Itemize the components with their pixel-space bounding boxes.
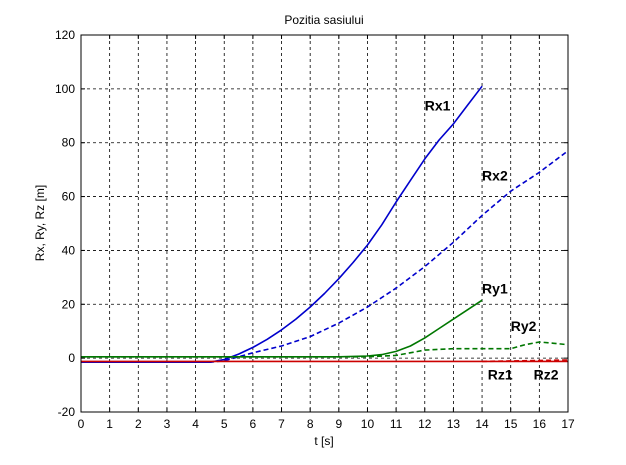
x-tick-label: 1 (106, 417, 113, 431)
x-tick-label: 6 (250, 417, 257, 431)
x-tick-label: 4 (192, 417, 199, 431)
annotation-rz1: Rz1 (488, 367, 513, 383)
x-tick-label: 10 (361, 417, 375, 431)
y-axis-label: Rx, Ry, Rz [m] (33, 185, 47, 261)
annotation-ry2: Ry2 (511, 318, 537, 334)
y-tick-label: 60 (62, 190, 76, 204)
series-layer (81, 85, 569, 364)
y-tick-label: 40 (62, 243, 76, 257)
series-ry2 (81, 341, 569, 358)
x-tick-label: 8 (307, 417, 314, 431)
x-tick-label: 14 (475, 417, 489, 431)
y-tick-label: -20 (58, 405, 76, 419)
x-tick-label: 2 (135, 417, 142, 431)
x-tick-label: 5 (221, 417, 228, 431)
x-tick-label: 16 (533, 417, 547, 431)
y-tick-label: 100 (55, 82, 75, 96)
x-tick-label: 0 (78, 417, 85, 431)
x-tick-label: 11 (390, 417, 403, 431)
annotation-rx2: Rx2 (482, 167, 508, 183)
y-tick-label: 20 (62, 297, 76, 311)
x-tick-label: 7 (278, 417, 285, 431)
series-rz2 (482, 359, 569, 363)
x-tick-label: 13 (447, 417, 461, 431)
x-tick-label: 17 (561, 417, 575, 431)
annotation-ry1: Ry1 (482, 281, 508, 297)
y-tick-label: 120 (55, 28, 75, 42)
x-tick-label: 15 (504, 417, 518, 431)
x-axis-label: t [s] (314, 434, 333, 448)
series-rx2 (81, 150, 569, 364)
y-tick-label: 80 (62, 136, 76, 150)
grid (81, 35, 568, 412)
x-tick-label: 3 (164, 417, 171, 431)
series-rx1 (81, 85, 483, 364)
annotation-rz2: Rz2 (534, 367, 559, 383)
x-tick-label: 9 (335, 417, 342, 431)
ticks: 0 1 2 3 4 5 6 7 8 9 10 11 12 13 14 15 16 17-2002040608010… (55, 28, 575, 431)
annotation-rx1: Rx1 (425, 97, 451, 113)
annotations: Rx1 Rx2 Ry1 Ry2 Rz1 Rz2 (425, 97, 559, 382)
y-tick-label: 0 (68, 351, 75, 365)
plot-frame (80, 34, 569, 413)
x-tick-label: 12 (418, 417, 432, 431)
chart-title: Pozitia sasiului (284, 13, 363, 27)
